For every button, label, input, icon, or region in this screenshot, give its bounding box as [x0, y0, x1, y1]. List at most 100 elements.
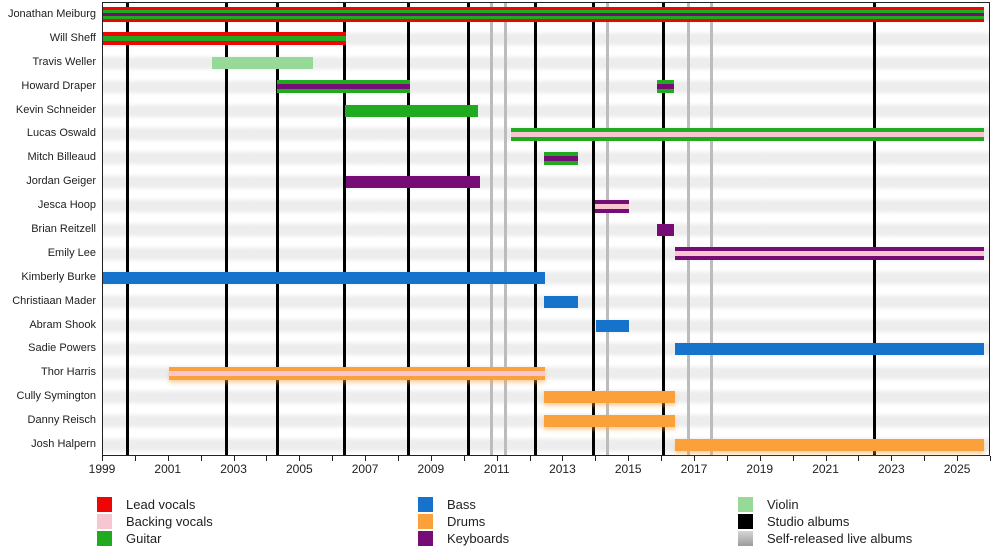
guitar-swatch	[97, 530, 112, 546]
row-label: Mitch Billeaud	[27, 151, 96, 164]
bar-stripe-keyboards	[657, 224, 674, 236]
row-label: Lucas Oswald	[26, 127, 96, 140]
axis-tick-label: 2003	[220, 462, 247, 476]
backing_vocals-swatch	[97, 513, 112, 529]
axis-tick	[726, 456, 728, 461]
axis-tick	[990, 456, 991, 461]
legend-item-backing_vocals: Backing vocals	[97, 513, 213, 529]
bar-stripe-keyboards	[543, 155, 579, 161]
timeline-bar	[657, 224, 674, 236]
axis-tick-label: 2009	[417, 462, 445, 476]
timeline-plot-area	[102, 2, 990, 456]
row-label: Jesca Hoop	[37, 199, 96, 212]
timeline-bar	[543, 391, 676, 404]
axis-tick	[792, 456, 794, 461]
axis-tick	[233, 456, 235, 461]
bar-stripe-backing_vocals	[168, 370, 546, 376]
timeline-bar	[543, 415, 676, 428]
row-track	[103, 197, 989, 216]
axis-tick-label: 2011	[483, 462, 510, 476]
bar-stripe-keyboards	[594, 199, 630, 204]
legend-label: Guitar	[126, 530, 162, 546]
row-label: Jonathan Meiburg	[7, 7, 96, 20]
bass-swatch	[418, 496, 433, 512]
axis-tick	[365, 456, 367, 461]
row-label: Cully Symington	[16, 390, 96, 403]
axis-tick	[924, 456, 926, 461]
bar-stripe-drums	[543, 415, 676, 428]
bar-stripe-backing_vocals	[510, 131, 985, 137]
legend-item-violin: Violin	[738, 496, 912, 512]
bar-stripe-violin	[211, 56, 314, 69]
studio-album-line	[591, 3, 595, 455]
studio-album-line	[342, 3, 346, 455]
row-label: Christiaan Mader	[12, 294, 96, 307]
bar-stripe-guitar	[510, 127, 985, 132]
legend-column: Violin Studio albums Self-released live al…	[738, 496, 912, 547]
studio-album-line	[224, 3, 228, 455]
axis-tick-label: 2025	[943, 462, 971, 476]
row-label: Josh Halpern	[31, 438, 96, 451]
bar-stripe-guitar	[657, 89, 674, 94]
row-label: Emily Lee	[47, 246, 96, 259]
axis-tick-label: 2021	[812, 462, 839, 476]
timeline-bar	[657, 80, 674, 94]
bar-stripe-keyboards	[594, 208, 630, 213]
bar-stripe-bass	[543, 295, 579, 308]
legend-label: Self-released live albums	[767, 530, 913, 546]
timeline-bar	[543, 295, 579, 308]
bar-stripe-guitar	[543, 151, 579, 156]
row-label: Thor Harris	[40, 366, 96, 379]
legend-item-drums: Drums	[418, 513, 509, 529]
legend-label: Violin	[767, 496, 799, 512]
axis-tick	[891, 456, 893, 461]
axis-tick	[562, 456, 564, 461]
legend-item-lead_vocals: Lead vocals	[97, 496, 213, 512]
axis-tick	[858, 456, 860, 461]
row-label: Will Sheff	[49, 31, 96, 44]
axis-tick	[332, 456, 334, 461]
live-album-line	[686, 3, 690, 455]
timeline-bar	[675, 247, 985, 261]
axis-tick	[759, 456, 761, 461]
row-label: Travis Weller	[32, 55, 96, 68]
legend-item-keyboards: Keyboards	[418, 530, 509, 546]
axis-tick	[595, 456, 597, 461]
bar-stripe-lead_vocals	[103, 7, 985, 11]
studio_albums-swatch	[738, 513, 753, 529]
axis-tick	[529, 456, 531, 461]
bar-stripe-lead_vocals	[103, 19, 985, 23]
row-label: Sadie Powers	[28, 342, 96, 355]
timeline-bar	[675, 343, 985, 356]
axis-tick	[957, 456, 959, 461]
legend-item-studio_albums: Studio albums	[738, 513, 912, 529]
bar-stripe-backing_vocals	[675, 251, 985, 257]
axis-tick-label: 2017	[680, 462, 708, 476]
axis-tick	[299, 456, 301, 461]
legend-label: Studio albums	[767, 513, 850, 529]
bar-stripe-keyboards	[346, 176, 480, 189]
bar-stripe-guitar	[103, 36, 347, 42]
axis-tick	[134, 456, 136, 461]
axis-tick	[496, 456, 498, 461]
bar-stripe-keyboards	[277, 84, 411, 90]
timeline-bar	[168, 366, 546, 380]
row-label: Abram Shook	[29, 318, 96, 331]
row-track	[103, 173, 989, 192]
axis-tick	[628, 456, 630, 461]
axis-tick	[661, 456, 663, 461]
row-label: Danny Reisch	[27, 414, 96, 427]
axis-tick-label: 2015	[614, 462, 642, 476]
live-album-line	[606, 3, 610, 455]
axis-tick	[167, 456, 169, 461]
bar-stripe-keyboards	[675, 247, 985, 252]
row-track	[103, 316, 989, 335]
legend-item-bass: Bass	[418, 496, 509, 512]
axis-tick-label: 2019	[746, 462, 774, 476]
timeline-bar	[675, 439, 985, 452]
axis-tick	[694, 456, 695, 461]
legend: Lead vocals Backing vocals Guitar Bass Drums…	[0, 496, 1000, 552]
timeline-bar	[596, 319, 630, 332]
live_albums-swatch	[738, 530, 753, 546]
